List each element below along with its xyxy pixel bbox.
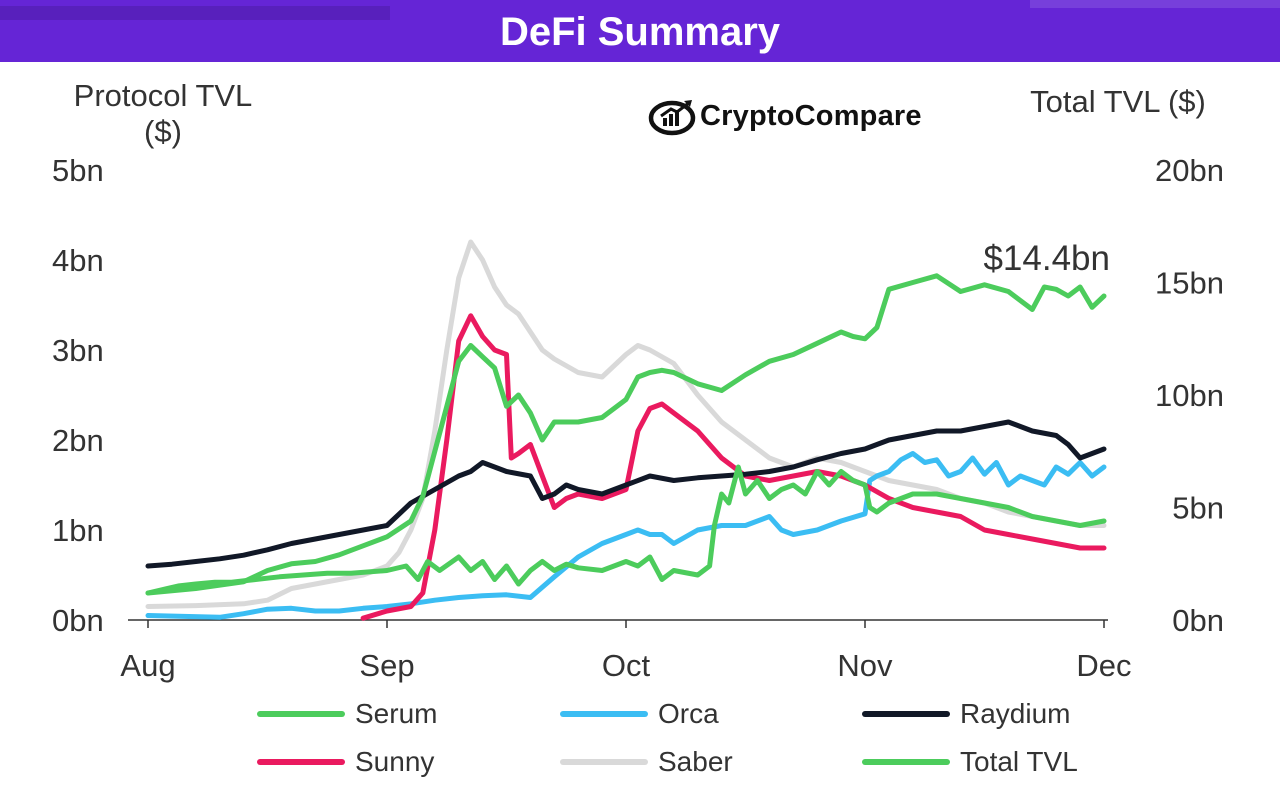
y-right-tick-label: 5bn [1172,491,1224,526]
y-left-tick-label: 5bn [52,153,104,188]
x-tick-label: Aug [120,648,175,683]
y-right-tick-label: 10bn [1155,378,1224,413]
y-left-tick-label: 3bn [52,333,104,368]
page-title: DeFi Summary [499,10,781,54]
y-right-tick-label: 0bn [1172,603,1224,638]
series-line-total-tvl [145,273,1107,596]
header-shade-left [0,6,390,20]
y-left-tick-label: 1bn [52,513,104,548]
series-layer [145,239,1107,621]
cryptocompare-logo-icon [648,100,696,136]
x-tick-label: Sep [359,648,414,683]
annotation-layer: $14.4bn [983,239,1110,278]
y-left-tick-label: 4bn [52,243,104,278]
series-line-raydium [145,419,1107,569]
y-right-tick-label: 20bn [1155,153,1224,188]
brand-name: CryptoCompare [700,99,922,132]
x-tick-label: Dec [1076,648,1131,683]
title-bar: DeFi Summary [0,0,1280,62]
series-line-saber [145,239,1107,609]
x-tick-label: Oct [602,648,651,683]
left-axis-title: Protocol TVL ($) [73,78,253,149]
series-line-orca [145,451,1107,620]
y-left-tick-label: 0bn [52,603,104,638]
series-line-serum [145,464,1107,596]
cryptocompare-brand: CryptoCompare [648,94,922,138]
x-tick-label: Nov [837,648,893,683]
y-right-tick-label: 15bn [1155,266,1224,301]
header-shade-right [1030,0,1280,8]
series-line-sunny [360,313,1107,621]
axes: Aug Sep Oct Nov Dec 0bn 1bn 2bn 3bn 4bn 5bn 0bn 5bn 1… [52,153,1224,683]
right-axis-title: Total TVL ($) [1030,84,1206,119]
y-left-tick-label: 2bn [52,423,104,458]
total-tvl-annotation: $14.4bn [983,239,1110,278]
